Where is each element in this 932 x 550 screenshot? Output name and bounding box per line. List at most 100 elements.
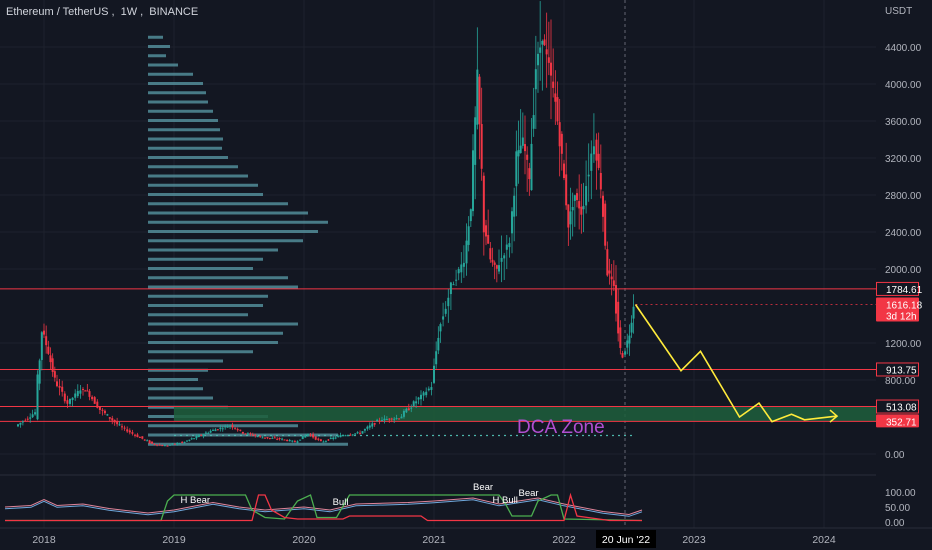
price-badge bbox=[876, 399, 919, 414]
candle-body bbox=[621, 353, 624, 358]
chart-title: Ethereum / TetherUS, 1W, BINANCE bbox=[6, 6, 199, 18]
candle-body bbox=[281, 438, 284, 440]
candle-body bbox=[427, 388, 430, 391]
candle-body bbox=[390, 418, 393, 420]
candle-body bbox=[615, 285, 617, 314]
volume-bar bbox=[148, 109, 213, 113]
candle-body bbox=[337, 435, 340, 437]
candle-body bbox=[195, 435, 198, 439]
volume-bar bbox=[148, 442, 348, 446]
candle-body bbox=[585, 186, 588, 206]
candle-body bbox=[229, 425, 232, 427]
price-tick: 800.00 bbox=[885, 376, 916, 387]
time-tick: 2023 bbox=[682, 534, 706, 546]
candle-body bbox=[478, 76, 481, 125]
candle-body bbox=[571, 206, 574, 211]
candle-body bbox=[460, 264, 463, 273]
volume-bar bbox=[148, 100, 208, 104]
candle-body bbox=[388, 418, 391, 420]
candle-body bbox=[47, 346, 50, 354]
candle-body bbox=[234, 427, 237, 429]
candle-body bbox=[324, 440, 327, 442]
candle-body bbox=[166, 445, 169, 447]
candle-body bbox=[236, 429, 239, 431]
candle-body bbox=[111, 418, 114, 421]
volume-bar bbox=[148, 165, 238, 169]
candle-body bbox=[521, 137, 524, 146]
dca-zone bbox=[174, 406, 876, 422]
candle-body bbox=[378, 420, 381, 422]
candle-body bbox=[580, 206, 583, 215]
candle-body bbox=[82, 388, 84, 390]
candle-body bbox=[204, 432, 207, 434]
candle-body bbox=[286, 439, 289, 442]
candle-body bbox=[74, 393, 77, 398]
candle-body bbox=[608, 270, 611, 274]
candle-body bbox=[271, 437, 274, 439]
candle-body bbox=[452, 284, 455, 286]
candle-body bbox=[346, 435, 349, 437]
candle-body bbox=[21, 421, 24, 423]
candle-body bbox=[457, 269, 460, 274]
time-tick: 2024 bbox=[812, 534, 836, 546]
candle-body bbox=[171, 443, 174, 445]
candle-body bbox=[547, 57, 550, 63]
volume-bar bbox=[148, 433, 338, 437]
candle-body bbox=[69, 398, 71, 404]
candle-body bbox=[131, 432, 134, 434]
candle-body bbox=[148, 440, 151, 444]
candle-body bbox=[26, 418, 29, 420]
candle-body bbox=[293, 441, 296, 443]
candle-body bbox=[482, 175, 485, 233]
osc-label: Bull bbox=[333, 497, 349, 508]
candle-body bbox=[433, 365, 435, 383]
candle-body bbox=[249, 433, 252, 435]
price-tick: 2800.00 bbox=[885, 191, 922, 202]
volume-bar bbox=[148, 202, 288, 206]
candle-body bbox=[101, 409, 104, 411]
osc-tick: 0.00 bbox=[885, 518, 905, 529]
candle-body bbox=[188, 439, 191, 441]
volume-bar bbox=[148, 128, 220, 132]
candle-body bbox=[43, 330, 45, 335]
candle-body bbox=[469, 209, 472, 222]
candle-body bbox=[455, 279, 458, 281]
candle-body bbox=[368, 425, 371, 428]
candle-body bbox=[29, 417, 32, 419]
candle-body bbox=[508, 243, 511, 248]
candle-body bbox=[541, 41, 544, 45]
candle-body bbox=[373, 423, 376, 425]
volume-bar bbox=[148, 146, 222, 150]
candle-body bbox=[435, 351, 438, 365]
volume-bar bbox=[148, 248, 278, 252]
osc-label: Bear bbox=[519, 488, 539, 499]
symbol-name: Ethereum / TetherUS bbox=[6, 6, 109, 18]
candle-body bbox=[88, 391, 91, 397]
candle-body bbox=[569, 211, 572, 225]
candle-body bbox=[58, 385, 61, 388]
candle-body bbox=[36, 374, 39, 420]
candle-body bbox=[545, 49, 548, 55]
candle-body bbox=[505, 244, 508, 250]
price-badge-label: 352.71 bbox=[886, 417, 917, 428]
candle-body bbox=[212, 429, 214, 431]
candle-body bbox=[141, 436, 144, 439]
projection-line bbox=[634, 304, 838, 423]
candle-body bbox=[216, 429, 219, 431]
candle-body bbox=[560, 133, 563, 154]
volume-bar bbox=[148, 322, 298, 326]
volume-bar bbox=[148, 257, 263, 261]
candle-body bbox=[96, 401, 99, 408]
candle-body bbox=[532, 115, 535, 129]
candle-body bbox=[113, 419, 116, 423]
candle-body bbox=[480, 124, 483, 169]
candle-body bbox=[56, 381, 58, 387]
candle-body bbox=[84, 390, 87, 392]
candle-body bbox=[498, 265, 500, 272]
candle-body bbox=[231, 425, 234, 428]
volume-bar bbox=[148, 72, 193, 76]
candle-body bbox=[597, 153, 600, 168]
